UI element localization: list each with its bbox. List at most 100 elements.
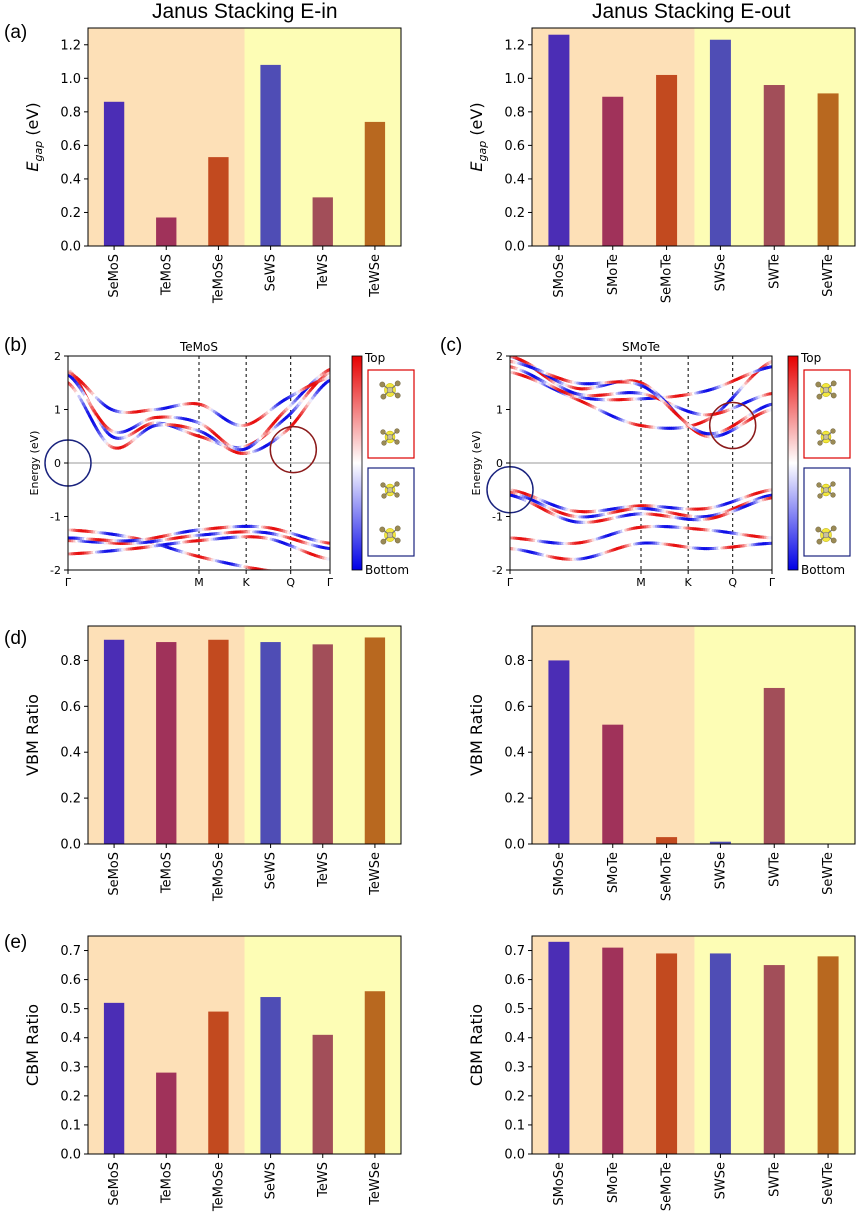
x-tick-label: M [636,576,646,589]
bar-SeWS [260,642,281,844]
y-tick-label: 0.4 [60,746,81,761]
atom [830,537,837,544]
y-tick-label: -2 [50,564,61,577]
chart-e-left: SeMoS TeMoS TeMoSe SeWS TeWS TeWSe 0.0 0.1 0.2 0.… [23,935,402,1212]
y-tick-label: 0.0 [60,838,81,853]
x-tick-label: TeWS [316,1162,331,1198]
y-tick-label: 0.0 [504,838,525,853]
y-tick-label: 0.1 [504,1118,525,1133]
y-tick-label: -2 [492,564,503,577]
inset-top-upper-structure [379,380,401,400]
atom [816,538,823,545]
atom [816,482,822,488]
y-axis-label: VBM Ratio [467,694,486,776]
metal-atom [386,531,394,539]
highlight-circle-top [269,425,318,474]
bar-SeMoS [103,639,125,844]
x-tick-label: SMoSe [552,852,567,896]
x-tick-label: SeWS [264,1162,279,1199]
x-tick-label: Q [728,576,737,589]
atom [830,439,836,445]
chart-band-c: SMoTe -2 -1 0 1 2 Γ M K Q Γ Energy (eV) Top Bottom [470,340,851,589]
y-axis-label: Egap (eV) [23,102,45,171]
bar-SeWS [260,64,281,247]
y-tick-label: 0.2 [504,792,525,807]
x-tick-label: SeWTe [821,1162,836,1205]
y-tick-label: 0.5 [504,1002,525,1017]
y-tick-label: 0.6 [504,700,525,715]
bar-SMoSe [548,660,570,844]
metal-atom [386,386,394,394]
metal-atom [387,434,393,440]
y-tick-label: 0.7 [504,944,525,959]
atom [394,525,401,532]
chart-d-left: SeMoS TeMoS TeMoSe SeWS TeWS TeWSe 0.0 0.2 0.4 0.… [23,625,402,902]
y-tick-label: 0.6 [504,139,525,154]
atom [381,493,387,499]
axes-frame [531,27,856,247]
x-tick-label: SMoTe [606,1162,621,1203]
x-tick-label: Γ [327,576,334,589]
x-tick-label: TeMoSe [211,254,226,304]
x-tick-label: SeWS [264,852,279,889]
axes-frame [87,27,402,247]
atom [394,481,400,487]
atom [830,380,837,387]
y-tick-label: 0.8 [504,105,525,120]
x-tick-label: SWTe [767,852,782,887]
x-tick-label: SeMoTe [660,254,675,303]
y-tick-label: 1.2 [60,38,81,53]
y-tick-label: 0.6 [60,139,81,154]
colorbar-top-label: Top [364,351,385,365]
y-tick-label: 0.8 [60,105,81,120]
y-tick-label: -1 [492,511,503,524]
y-tick-label: 0.0 [504,240,525,255]
x-tick-label: SWTe [767,254,782,289]
y-tick-label: 0.2 [60,792,81,807]
bar-TeMoSe [208,157,229,246]
x-tick-label: SMoTe [606,852,621,893]
x-tick-label: SWSe [713,254,728,291]
bar-SWSe [709,953,731,1154]
colorbar [351,355,363,571]
y-tick-label: 1.0 [504,72,525,87]
y-tick-label: 0.4 [504,746,525,761]
x-tick-label: TeMoSe [211,852,226,902]
colorbar-bottom-label: Bottom [365,563,409,577]
y-tick-label: 0.1 [60,1118,81,1133]
x-tick-label: SMoSe [552,254,567,298]
x-tick-label: M [194,576,204,589]
panel-label-d: (d) [4,628,28,649]
bar-SMoTe [602,724,624,844]
x-tick-label: TeWS [316,852,331,888]
axes-frame [531,935,856,1155]
chart-a-left: SeMoS TeMoS TeMoSe SeWS TeWS TeWSe 0.0 0.2 0.4 0.… [23,27,402,304]
bar-SWTe [763,687,785,844]
header-e-out: Janus Stacking E-out [592,0,791,23]
y-tick-label: 0.0 [504,1148,525,1163]
chart-d-right: SMoSe SMoTe SeMoTe SWSe SWTe SeWTe 0.0 0.2 0.4 0.… [467,625,856,901]
y-tick-label: 0.4 [504,172,525,187]
atom [380,393,387,400]
colorbar-bottom-label: Bottom [801,563,845,577]
x-tick-label: TeWS [316,254,331,290]
band-title: TeMoS [179,340,218,354]
metal-atom [387,487,393,493]
x-tick-label: Γ [769,576,776,589]
bar-TeMoS [156,217,177,246]
band-title: SMoTe [622,340,660,354]
inset-top-frame [367,369,415,459]
y-tick-label: 0.5 [60,1002,81,1017]
y-tick-label: 0.3 [504,1060,525,1075]
inset-top-upper-structure [815,380,837,400]
x-tick-label: SWSe [713,852,728,889]
y-tick-label: 0.6 [504,973,525,988]
y-axis-label: Energy (eV) [28,431,41,496]
atom [815,381,822,388]
y-tick-label: 2 [496,350,503,363]
band-lines [510,356,772,570]
x-tick-label: SeWTe [821,852,836,895]
bar-SeWTe [817,93,839,247]
y-tick-label: 0.7 [60,944,81,959]
atom [816,429,822,435]
